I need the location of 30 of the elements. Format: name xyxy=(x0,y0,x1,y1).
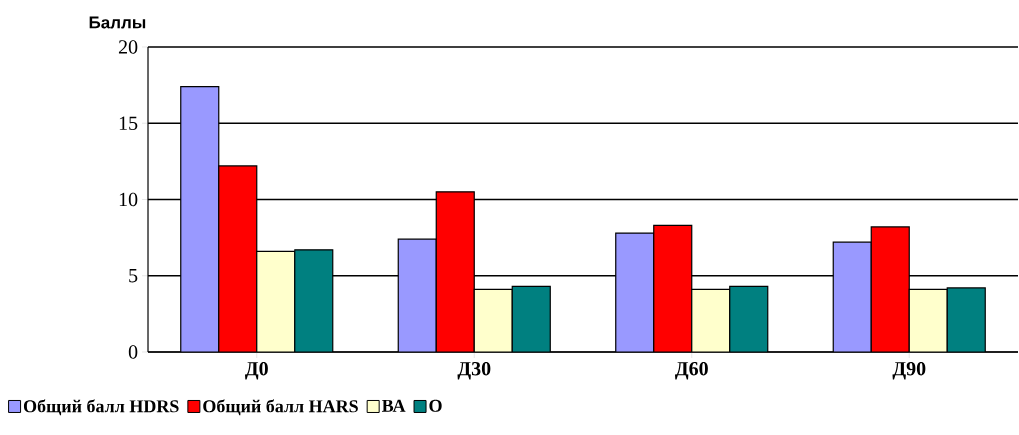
x-tick-label: Д30 xyxy=(457,361,491,380)
x-tick-label: Д60 xyxy=(674,361,708,380)
y-tick-label: 15 xyxy=(119,116,138,130)
bar xyxy=(474,289,513,352)
legend-label: О xyxy=(429,399,442,412)
bar xyxy=(512,286,551,352)
bar xyxy=(691,289,730,352)
bar xyxy=(256,251,295,352)
bar xyxy=(398,239,437,352)
bar xyxy=(294,249,333,352)
bar xyxy=(615,233,654,352)
legend-label: ВА xyxy=(381,399,406,412)
bar xyxy=(729,286,768,352)
bar xyxy=(218,165,257,352)
bar xyxy=(908,288,948,352)
legend-label: Общий балл HDRS xyxy=(23,399,179,416)
bar xyxy=(946,287,986,352)
bar xyxy=(832,241,872,352)
y-tick-label: 20 xyxy=(118,40,138,54)
y-tick-label: 10 xyxy=(119,192,138,207)
y-tick-label: 5 xyxy=(129,269,138,283)
y-tick-label: 0 xyxy=(128,345,138,359)
bar xyxy=(870,226,910,352)
bar xyxy=(653,225,692,352)
bar xyxy=(180,86,219,352)
legend-label: Общий балл HARS xyxy=(203,399,358,416)
bar xyxy=(436,191,475,352)
x-tick-label: Д90 xyxy=(892,361,926,380)
x-tick-label: Д0 xyxy=(244,361,268,380)
y-axis-title: Баллы xyxy=(89,16,146,29)
